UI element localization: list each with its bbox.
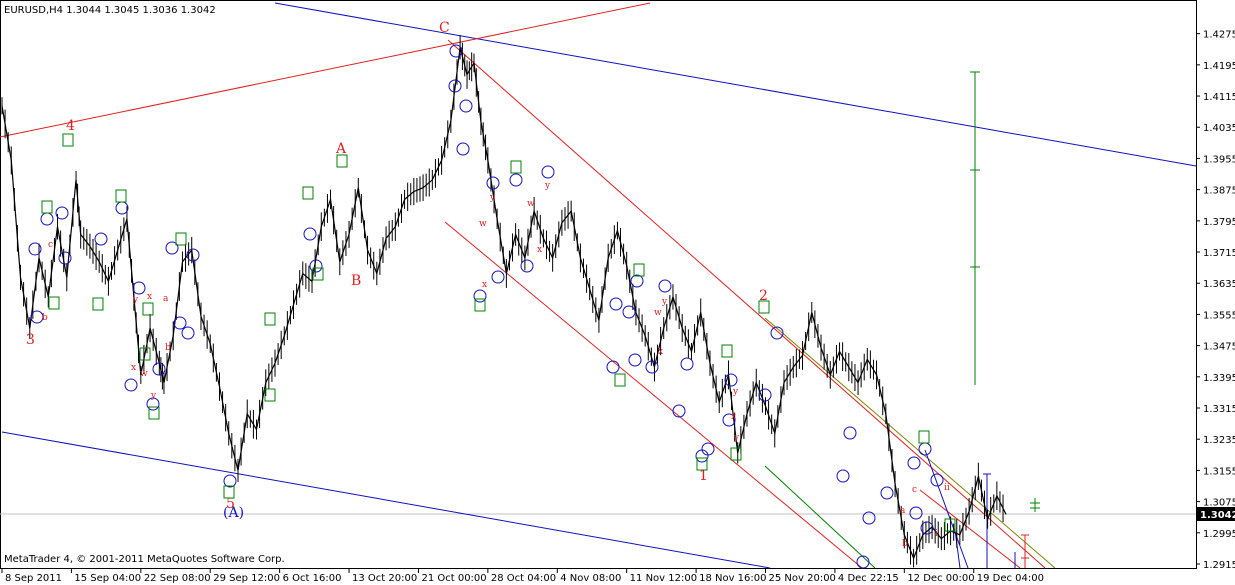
wave-label-4: 3: [26, 332, 35, 348]
svg-text:w: w: [479, 219, 487, 229]
wave-label-6: 1: [699, 468, 708, 484]
price-line: [1, 47, 1007, 560]
svg-text:x: x: [131, 363, 136, 373]
red-channel-upper: [447, 39, 1046, 569]
time-axis: 8 Sep 2011 15 Sep 04:00 22 Sep 08:00 29 Sep…: [1, 569, 1044, 584]
svg-text:y: y: [544, 181, 551, 191]
y-tick-label-12: 1.3315: [1203, 404, 1235, 415]
svg-text:y: y: [733, 433, 740, 443]
svg-text:b: b: [42, 313, 48, 323]
svg-text:w: w: [654, 308, 662, 318]
x-tick-label-2: 22 Sep 08:00: [144, 573, 211, 584]
svg-text:ii: ii: [944, 483, 950, 493]
symbol-header: EURUSD,H4 1.3044 1.3045 1.3036 1.3042: [4, 5, 216, 16]
x-tick-label-3: 29 Sep 12:00: [213, 573, 280, 584]
svg-text:i: i: [935, 529, 938, 539]
x-tick-label-4: 6 Oct 16:00: [283, 573, 342, 584]
y-tick-label-4: 1.3955: [1203, 154, 1235, 165]
wave-labels: C 4 A B 3 2 1 5(A): [26, 20, 768, 521]
svg-text:y: y: [732, 387, 739, 397]
blue-short-line-1: [924, 449, 969, 569]
x-tick-label-14: 19 Dec 04:00: [977, 573, 1044, 584]
y-tick-label-7: 1.3715: [1203, 248, 1235, 259]
wave-label-5: 2: [759, 288, 768, 304]
svg-text:b: b: [902, 539, 908, 549]
svg-text:c: c: [48, 240, 53, 250]
blue-channel-lower: [1, 431, 771, 569]
price-bars: [1, 35, 1004, 568]
svg-text:x: x: [537, 245, 542, 255]
y-tick-label-16: 1.2995: [1203, 529, 1235, 540]
olive-trendline: [764, 317, 1056, 569]
y-tick-label-13: 1.3235: [1203, 435, 1235, 446]
current-price-label: 1.3042: [1200, 510, 1235, 521]
svg-text:b: b: [165, 343, 171, 353]
wave-label-8: (A): [223, 505, 244, 521]
blue-vertical-marker: [983, 473, 1016, 568]
wave-label-1: 4: [66, 118, 75, 134]
y-tick-label-9: 1.3555: [1203, 310, 1235, 321]
blue-short-line-2: [954, 529, 961, 569]
svg-text:x: x: [482, 280, 487, 290]
green-trendline: [764, 465, 876, 569]
green-target-marker: [970, 71, 980, 385]
x-tick-label-5: 13 Oct 20:00: [352, 573, 417, 584]
red-rising-line: [0, 2, 651, 138]
svg-text:a: a: [900, 506, 906, 516]
y-tick-label-1: 1.4195: [1203, 61, 1235, 72]
x-tick-label-8: 4 Nov 08:00: [560, 573, 621, 584]
y-tick-label-5: 1.3875: [1203, 186, 1235, 197]
sub-wave-markers: cby x ab xwy ywx wxy wyx yxy abc iii: [28, 44, 956, 569]
svg-text:x: x: [731, 412, 736, 422]
plot-frame: [0, 0, 1197, 569]
y-tick-label-17: 1.2915: [1203, 560, 1235, 571]
price-axis: 1.4275 1.4195 1.4115 1.4035 1.3955 1.3875 1.37…: [1196, 30, 1235, 571]
svg-text:a: a: [163, 294, 169, 304]
svg-text:w: w: [140, 369, 148, 379]
x-tick-label-9: 11 Nov 12:00: [630, 573, 697, 584]
x-tick-label-1: 15 Sep 04:00: [74, 573, 141, 584]
x-tick-label-6: 21 Oct 00:00: [421, 573, 486, 584]
current-price-tag: 1.3042: [1197, 507, 1235, 521]
green-small-marker: [1030, 498, 1040, 512]
y-tick-label-15: 1.3075: [1203, 498, 1235, 509]
y-tick-label-0: 1.4275: [1203, 30, 1235, 41]
red-channel-small: [919, 489, 1021, 569]
x-tick-label-10: 18 Nov 16:00: [699, 573, 766, 584]
y-tick-label-14: 1.3155: [1203, 466, 1235, 477]
red-vertical-marker: [1021, 534, 1029, 568]
copyright-footer: MetaTrader 4, © 2001-2011 MetaQuotes Sof…: [4, 554, 285, 565]
x-tick-label-13: 12 Dec 00:00: [907, 573, 974, 584]
svg-text:y: y: [661, 297, 668, 307]
red-channel-lower: [444, 221, 863, 569]
x-tick-label-11: 25 Nov 20:00: [769, 573, 836, 584]
x-tick-label-7: 28 Oct 04:00: [491, 573, 556, 584]
svg-text:y: y: [150, 391, 157, 401]
wave-label-3: B: [351, 273, 361, 289]
blue-channel-upper: [274, 2, 1197, 167]
svg-text:x: x: [147, 292, 152, 302]
y-tick-label-11: 1.3395: [1203, 373, 1235, 384]
y-tick-label-3: 1.4035: [1203, 123, 1235, 134]
svg-text:x: x: [658, 347, 663, 357]
wave-label-0: C: [439, 20, 450, 36]
y-tick-label-10: 1.3475: [1203, 342, 1235, 353]
wave-label-2: A: [335, 141, 347, 157]
svg-text:y: y: [489, 193, 496, 203]
svg-text:w: w: [527, 199, 535, 209]
wave-label-7: 5: [226, 496, 235, 512]
x-tick-label-0: 8 Sep 2011: [5, 573, 62, 584]
y-tick-label-8: 1.3635: [1203, 279, 1235, 290]
svg-text:c: c: [912, 485, 917, 495]
y-tick-label-2: 1.4115: [1203, 92, 1235, 103]
svg-text:y: y: [132, 295, 139, 305]
x-tick-label-12: 4 Dec 22:15: [838, 573, 899, 584]
y-tick-label-6: 1.3795: [1203, 217, 1235, 228]
